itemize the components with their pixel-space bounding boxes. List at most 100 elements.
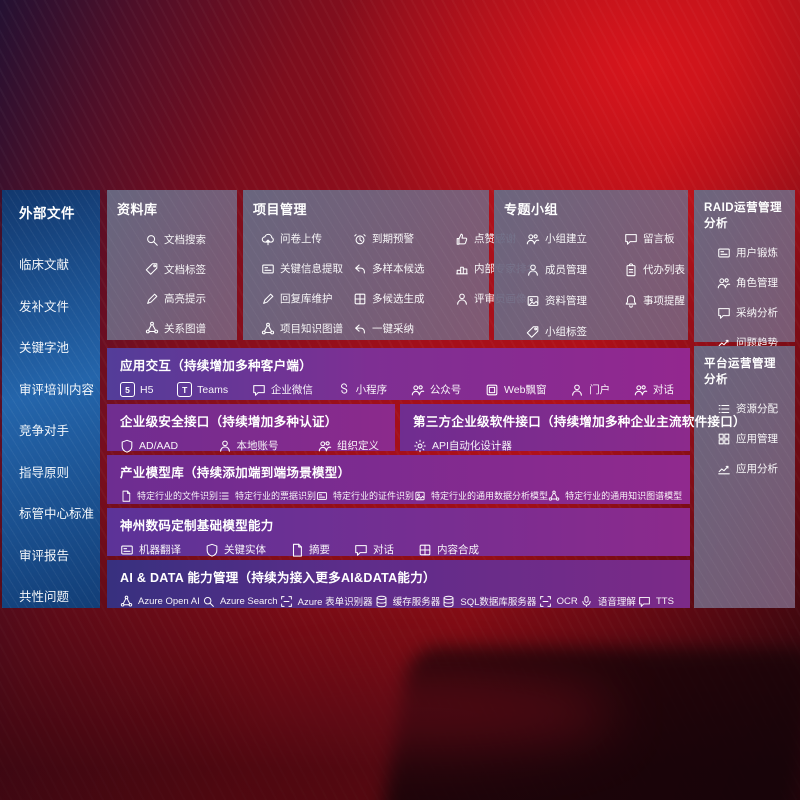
- row-title: 神州数码定制基础模型能力: [120, 519, 274, 533]
- wechat-work-icon: [252, 383, 266, 397]
- feature-item: 多样本候选: [353, 261, 449, 276]
- feature-label: 资料管理: [545, 295, 587, 307]
- topic-groups-panel: 专题小组 小组建立 留言板 成员管理 代办列表 资料管理 事项提醒 小组标签: [494, 190, 688, 340]
- key-entity-icon: [205, 543, 219, 557]
- panel-title: 项目管理: [253, 202, 308, 217]
- feature-item: 角色管理: [717, 275, 787, 290]
- base-models-row: 神州数码定制基础模型能力 机器翻译 关键实体 摘要 对话 内容合成: [107, 508, 690, 557]
- row-title: 第三方企业级软件接口（持续增加多种企业主流软件接口）: [413, 415, 746, 429]
- feature-item: 本地账号: [218, 438, 279, 453]
- feature-label: 采纳分析: [736, 307, 778, 319]
- feature-item: 组织定义: [318, 438, 379, 453]
- feature-item: 公众号: [411, 382, 462, 397]
- h5-icon: 5: [120, 382, 135, 397]
- azure-openai-icon: [120, 595, 133, 608]
- feature-item: Azure Open AI: [120, 595, 200, 608]
- feature-label: 公众号: [429, 384, 462, 396]
- feature-label: 应用分析: [736, 463, 778, 475]
- todo-list-icon: [624, 262, 638, 277]
- sidebar-item: 标管中心标准: [19, 507, 95, 521]
- machine-translate-icon: [120, 543, 134, 557]
- feature-label: API自动化设计器: [432, 440, 512, 452]
- feature-label: 对话: [652, 384, 674, 396]
- platform-analysis-panel: 平台运营管理分析资源分配应用管理应用分析: [694, 346, 795, 608]
- background-red-glow: [225, 676, 615, 756]
- panel-items: 文档搜索文档标签高亮提示关系图谱文档分类: [117, 218, 229, 365]
- feature-label: 摘要: [309, 544, 330, 556]
- knowledge-graph-icon: [261, 322, 275, 336]
- feature-item: 小组建立: [526, 231, 620, 246]
- feature-item: 机器翻译: [120, 542, 181, 557]
- industry-models-row: 产业模型库（持续添加端到端场景模型） 特定行业的文件识别 特定行业的票据识别 特定行业…: [107, 455, 690, 504]
- feature-item: 成员管理: [526, 262, 620, 277]
- role-manage-icon: [717, 276, 731, 290]
- feature-label: 语音理解: [597, 597, 636, 608]
- sidebar-item: 共性问题: [19, 590, 70, 604]
- feature-item: 到期预警: [353, 231, 449, 246]
- feature-label: 企业微信: [270, 384, 313, 396]
- feature-label: H5: [140, 383, 154, 396]
- feature-item: 对话: [354, 542, 394, 557]
- feature-label: 到期预警: [372, 233, 414, 245]
- feature-label: Azure 表单识别器: [297, 597, 373, 608]
- panel-title: 专题小组: [504, 202, 559, 217]
- feature-item: 特定行业的文件识别: [120, 489, 218, 502]
- panel-title: RAID运营管理分析: [704, 202, 783, 230]
- row-title: 产业模型库（持续添加端到端场景模型）: [120, 466, 351, 480]
- feature-label: SQL数据库服务器: [460, 597, 537, 608]
- sql-server-icon: [442, 595, 455, 608]
- app-analysis-icon: [717, 462, 731, 476]
- ad-aad-icon: [120, 439, 134, 453]
- feature-item: 特定行业的票据识别: [218, 489, 316, 502]
- cloud-upload-icon: [261, 232, 275, 246]
- official-account-icon: [411, 383, 425, 397]
- id-card-icon: [316, 490, 328, 502]
- feature-item: 资源分配: [717, 401, 787, 416]
- feature-label: 问卷上传: [280, 233, 322, 245]
- feature-label: 一键采纳: [372, 323, 414, 335]
- panel-title: 资料库: [117, 202, 158, 217]
- third-party-api-row: 第三方企业级软件接口（持续增加多种企业主流软件接口） API自动化设计器: [400, 404, 746, 453]
- reply-edit-icon: [261, 292, 275, 306]
- ai-data-row: AI & DATA 能力管理（持续为接入更多AI&DATA能力） Azure Op…: [107, 560, 690, 608]
- feature-item: 小组标签: [526, 324, 620, 339]
- feature-item: 问卷上传: [261, 231, 347, 246]
- material-manage-icon: [526, 294, 540, 308]
- feature-item: OCR: [539, 595, 578, 608]
- row-items: AD/AAD 本地账号 组织定义: [120, 438, 383, 453]
- highlight-pen-icon: [145, 292, 159, 306]
- portal-icon: [570, 383, 584, 397]
- feature-label: 留言板: [643, 233, 675, 245]
- panel-items: 资源分配应用管理应用分析: [704, 387, 787, 476]
- feature-label: 关键信息提取: [280, 263, 343, 275]
- feature-label: 代办列表: [643, 264, 685, 276]
- feature-item: 小程序: [337, 382, 387, 397]
- feature-label: 特定行业的通用知识图谱模型: [565, 491, 683, 501]
- adoption-analysis-icon: [717, 306, 731, 320]
- feature-label: 特定行业的证件识别: [333, 491, 415, 501]
- receipt-icon: [218, 490, 230, 502]
- feature-label: 资源分配: [736, 403, 778, 415]
- feature-label: TTS: [655, 595, 674, 607]
- feature-item: 采纳分析: [717, 305, 787, 320]
- row-title: 应用交互（持续增加多种客户端）: [120, 359, 313, 373]
- feature-label: 文档搜索: [164, 234, 206, 246]
- feature-item: 特定行业的通用知识图谱模型: [548, 489, 682, 502]
- dialog-icon: [634, 383, 648, 397]
- feature-item: 5 H5: [120, 382, 153, 397]
- one-click-adopt-icon: [353, 322, 367, 336]
- feature-label: 用户锻炼: [736, 247, 778, 259]
- panel-title: 平台运营管理分析: [704, 358, 776, 386]
- feature-label: 内容合成: [437, 544, 479, 556]
- feature-item: Web飘窗: [485, 382, 546, 397]
- feature-item: 高亮提示: [145, 291, 229, 306]
- feature-label: 组织定义: [337, 440, 379, 452]
- feature-label: 特定行业的文件识别: [137, 491, 219, 501]
- info-extract-icon: [261, 262, 275, 276]
- feature-label: 应用管理: [736, 433, 778, 445]
- row-title: AI & DATA 能力管理（持续为接入更多AI&DATA能力）: [120, 571, 436, 585]
- doc-search-icon: [145, 233, 159, 247]
- feature-label: 特定行业的通用数据分析模型: [431, 491, 549, 501]
- feature-item: 资料管理: [526, 293, 620, 308]
- row-items: API自动化设计器: [413, 438, 678, 453]
